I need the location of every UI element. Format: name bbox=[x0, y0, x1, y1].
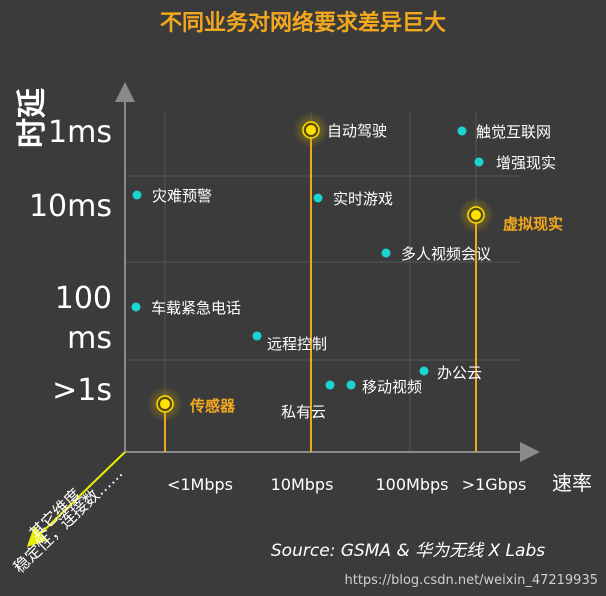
x-tick-1gbps: >1Gbps bbox=[462, 475, 527, 494]
y-tick-1ms: 1ms bbox=[48, 115, 112, 150]
other-dim-axis bbox=[26, 451, 126, 547]
x-axis-title: 速率 bbox=[552, 471, 592, 495]
point-12-dot bbox=[160, 399, 170, 409]
point-0-label: 自动驾驶 bbox=[327, 122, 387, 140]
point-11-dot bbox=[325, 380, 335, 390]
other-dim-label-2: 稳定性，连接数…… bbox=[10, 463, 127, 577]
point-3-label: 灾难预警 bbox=[152, 187, 212, 205]
point-1-dot bbox=[457, 126, 467, 136]
y-tick-10ms: 10ms bbox=[29, 189, 112, 224]
point-9-dot bbox=[419, 366, 429, 376]
point-3-dot bbox=[132, 190, 142, 200]
chart-title: 不同业务对网络要求差异巨大 bbox=[160, 10, 446, 36]
point-8-label: 远程控制 bbox=[267, 335, 327, 353]
x-tick-1mbps: <1Mbps bbox=[167, 475, 233, 494]
x-tick-10mbps: 10Mbps bbox=[271, 475, 334, 494]
point-4-dot bbox=[313, 193, 323, 203]
point-8-dot bbox=[252, 331, 262, 341]
point-9-label: 办公云 bbox=[437, 364, 482, 382]
point-2-label: 增强现实 bbox=[496, 154, 556, 172]
source-note: Source: GSMA & 华为无线 X Labs bbox=[271, 541, 545, 561]
y-tick-100ms-line1: 100 bbox=[55, 281, 112, 316]
point-7-label: 车载紧急电话 bbox=[151, 299, 241, 317]
point-12-label: 传感器 bbox=[189, 397, 236, 415]
point-0-dot bbox=[306, 125, 316, 135]
point-6-label: 多人视频会议 bbox=[401, 245, 491, 263]
x-tick-100mbps: 100Mbps bbox=[376, 475, 449, 494]
watermark: https://blog.csdn.net/weixin_47219935 bbox=[344, 573, 598, 588]
y-tick-1s: >1s bbox=[52, 373, 112, 408]
point-11-label: 私有云 bbox=[281, 403, 326, 421]
point-2-dot bbox=[474, 157, 484, 167]
y-tick-100ms-line2: ms bbox=[67, 321, 112, 356]
point-5-label: 虚拟现实 bbox=[503, 215, 563, 233]
point-6-dot bbox=[381, 248, 391, 258]
point-10-dot bbox=[346, 380, 356, 390]
y-axis-title: 时延 bbox=[15, 87, 50, 148]
point-10-label: 移动视频 bbox=[362, 378, 422, 396]
point-5-dot bbox=[471, 210, 481, 220]
point-4-label: 实时游戏 bbox=[333, 190, 393, 208]
point-1-label: 触觉互联网 bbox=[476, 123, 551, 141]
point-7-dot bbox=[131, 302, 141, 312]
grid bbox=[125, 112, 520, 452]
